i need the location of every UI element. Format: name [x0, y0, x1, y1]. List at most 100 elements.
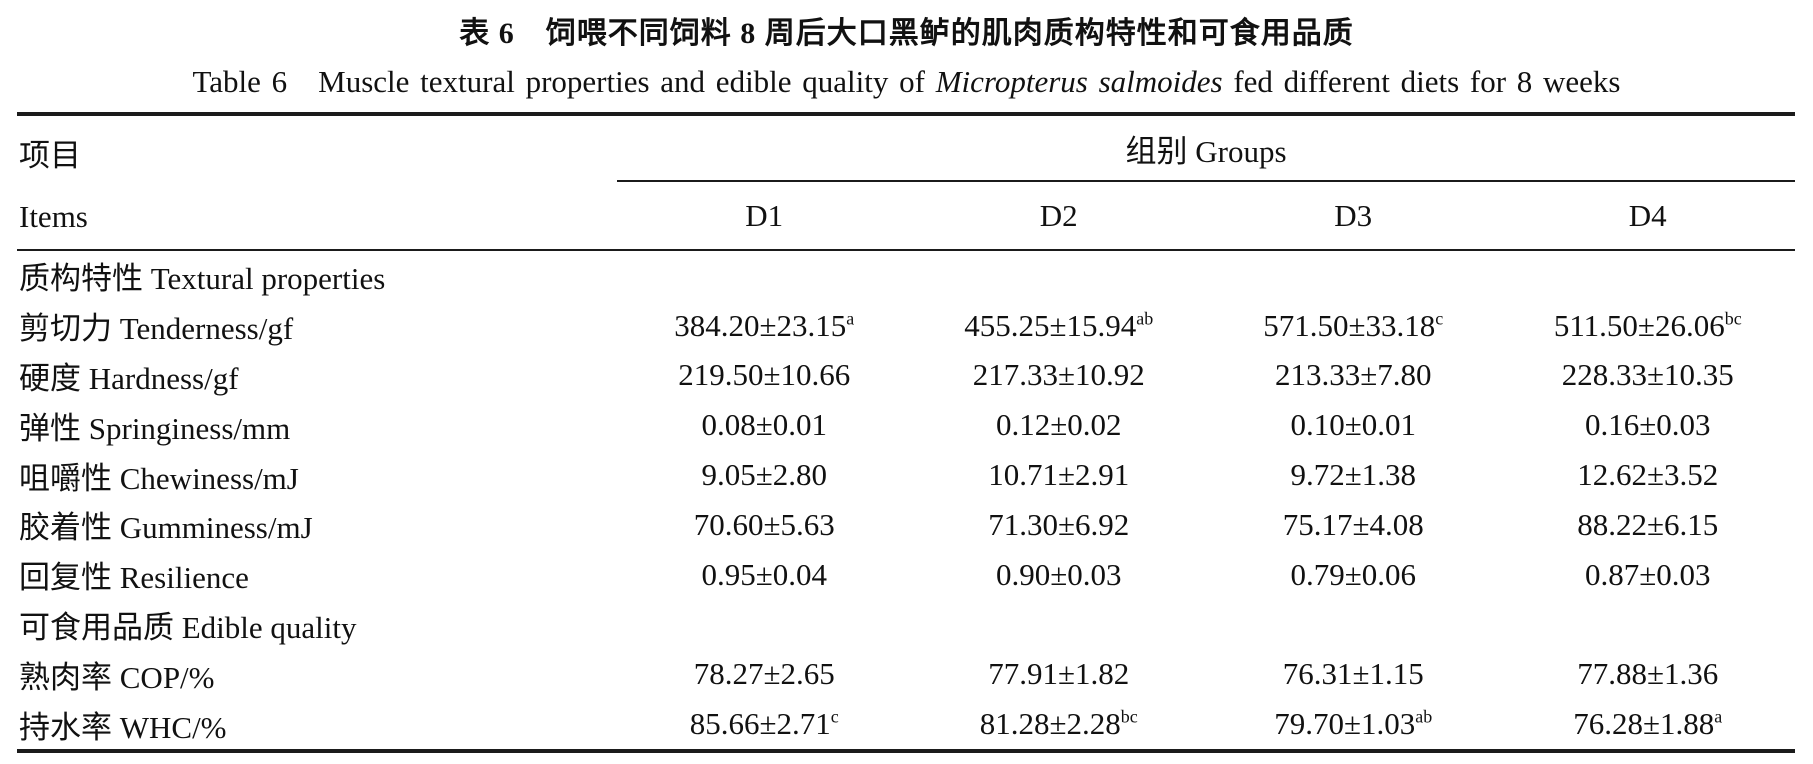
data-table: 项目 Items 组别 Groups D1 D2 D3 D4 质构特性 Text… [17, 112, 1795, 753]
cell-value: 571.50±33.18c [1206, 308, 1501, 344]
cell-value-text: 0.08±0.01 [701, 407, 827, 443]
row-label: 可食用品质 Edible quality [19, 609, 357, 645]
table-row: 回复性 Resilience 0.95±0.04 0.90±0.03 0.79±0.0… [17, 550, 1795, 600]
cell-value: 0.79±0.06 [1206, 557, 1501, 593]
cell-value: 0.16±0.03 [1501, 407, 1796, 443]
cell-value-text: 76.31±1.15 [1282, 656, 1424, 692]
cell-value-text: 228.33±10.35 [1561, 357, 1734, 393]
cell-value: 0.87±0.03 [1501, 557, 1796, 593]
cell-value-text: 0.90±0.03 [995, 556, 1122, 592]
cell-value-text: 12.62±3.52 [1577, 457, 1719, 493]
cell-value: 12.62±3.52 [1501, 457, 1796, 493]
cell-value-text: 0.95±0.04 [701, 556, 827, 592]
section-row: 质构特性 Textural properties [17, 251, 1795, 301]
cell-value: 384.20±23.15a [617, 308, 912, 344]
cell-value: 0.90±0.03 [912, 557, 1207, 593]
significance-superscript: bc [1724, 308, 1742, 329]
cell-value-text: 9.72±1.38 [1290, 457, 1416, 493]
cell-value-text: 384.20±23.15 [674, 307, 847, 343]
cell-value-text: 70.60±5.63 [693, 506, 835, 542]
table-row: 熟肉率 COP/% 78.27±2.65 77.91±1.82 76.31±1.15 7… [17, 649, 1795, 699]
table-body: 质构特性 Textural properties 剪切力 Tenderness/g… [17, 251, 1795, 749]
table-header: 项目 Items 组别 Groups D1 D2 D3 D4 [17, 116, 1795, 251]
cell-value: 75.17±4.08 [1206, 507, 1501, 543]
significance-superscript: a [1714, 706, 1723, 727]
cell-value-text: 217.33±10.92 [972, 357, 1145, 393]
cell-value: 9.72±1.38 [1206, 457, 1501, 493]
row-label: 胶着性 Gumminess/mJ [19, 510, 313, 546]
cell-value: 77.91±1.82 [912, 656, 1207, 692]
cell-value: 0.12±0.02 [912, 407, 1207, 443]
header-groups-area: 组别 Groups D1 D2 D3 D4 [617, 116, 1795, 249]
cell-value: 511.50±26.06bc [1501, 308, 1796, 344]
cell-value-text: 511.50±26.06 [1553, 307, 1725, 343]
cell-value-text: 79.70±1.03 [1274, 706, 1416, 742]
cell-value-text: 219.50±10.66 [678, 357, 851, 393]
table-row: 剪切力 Tenderness/gf 384.20±23.15a 455.25±15.… [17, 301, 1795, 351]
cell-value-text: 10.71±2.91 [988, 457, 1130, 493]
cell-value-text: 77.91±1.82 [988, 656, 1130, 692]
cell-value: 213.33±7.80 [1206, 357, 1501, 393]
row-label: 咀嚼性 Chewiness/mJ [19, 460, 299, 496]
section-row: 可食用品质 Edible quality [17, 600, 1795, 650]
cell-value-text: 455.25±15.94 [964, 307, 1137, 343]
cell-value-text: 213.33±7.80 [1274, 357, 1432, 393]
table-title-en-prefix: Table 6 Muscle textural properties and e… [192, 64, 936, 99]
cell-value: 76.28±1.88a [1501, 706, 1796, 742]
cell-value: 455.25±15.94ab [912, 308, 1207, 344]
significance-superscript: c [830, 706, 839, 727]
table-row: 弹性 Springiness/mm 0.08±0.01 0.12±0.02 0.10±… [17, 400, 1795, 450]
column-header-d2: D2 [1039, 197, 1078, 233]
header-items-zh: 项目 [19, 138, 81, 173]
cell-value-text: 9.05±2.80 [701, 457, 827, 493]
cell-value-text: 88.22±6.15 [1577, 506, 1719, 542]
row-label: 弹性 Springiness/mm [19, 410, 291, 446]
cell-value: 219.50±10.66 [617, 357, 912, 393]
cell-value: 217.33±10.92 [912, 357, 1207, 393]
table-row: 咀嚼性 Chewiness/mJ 9.05±2.80 10.71±2.91 9.72±… [17, 450, 1795, 500]
cell-value-text: 76.28±1.88 [1573, 706, 1715, 742]
row-label: 熟肉率 COP/% [19, 659, 215, 695]
row-label: 硬度 Hardness/gf [19, 360, 239, 396]
significance-superscript: bc [1120, 706, 1138, 727]
header-group-columns: D1 D2 D3 D4 [617, 182, 1795, 249]
header-groups-label: 组别 Groups [617, 116, 1795, 182]
cell-value-text: 78.27±2.65 [693, 656, 835, 692]
header-items-cell: 项目 Items [17, 116, 617, 249]
header-items-en: Items [19, 199, 88, 234]
column-header-d3: D3 [1334, 197, 1373, 233]
cell-value: 78.27±2.65 [617, 656, 912, 692]
row-label: 回复性 Resilience [19, 560, 249, 596]
table-row: 持水率 WHC/% 85.66±2.71c 81.28±2.28bc 79.70±1.… [17, 699, 1795, 749]
row-label: 剪切力 Tenderness/gf [19, 311, 294, 347]
cell-value: 70.60±5.63 [617, 507, 912, 543]
cell-value: 79.70±1.03ab [1206, 706, 1501, 742]
column-header-d1: D1 [745, 197, 784, 233]
cell-value-text: 0.10±0.01 [1290, 407, 1416, 443]
cell-value: 71.30±6.92 [912, 507, 1207, 543]
column-header-d4: D4 [1628, 197, 1667, 233]
cell-value-text: 85.66±2.71 [689, 706, 831, 742]
row-label: 持水率 WHC/% [19, 709, 227, 745]
cell-value-text: 0.87±0.03 [1584, 556, 1711, 592]
table-title-en-suffix: fed different diets for 8 weeks [1222, 64, 1621, 99]
cell-value: 9.05±2.80 [617, 457, 912, 493]
cell-value-text: 77.88±1.36 [1577, 656, 1719, 692]
table-title-en: Table 6 Muscle textural properties and e… [0, 56, 1813, 101]
significance-superscript: c [1435, 308, 1444, 329]
cell-value-text: 0.16±0.03 [1584, 407, 1711, 443]
cell-value-text: 75.17±4.08 [1282, 506, 1424, 542]
cell-value: 76.31±1.15 [1206, 656, 1501, 692]
cell-value: 85.66±2.71c [617, 706, 912, 742]
row-label: 质构特性 Textural properties [19, 261, 386, 297]
cell-value: 0.95±0.04 [617, 557, 912, 593]
cell-value-text: 0.12±0.02 [995, 407, 1122, 443]
significance-superscript: ab [1136, 308, 1154, 329]
cell-value-text: 0.79±0.06 [1290, 556, 1416, 592]
species-name-italic: Micropterus salmoides [935, 64, 1223, 99]
cell-value: 10.71±2.91 [912, 457, 1207, 493]
table-row: 胶着性 Gumminess/mJ 70.60±5.63 71.30±6.92 75.1… [17, 500, 1795, 550]
cell-value-text: 81.28±2.28 [979, 706, 1121, 742]
cell-value: 0.10±0.01 [1206, 407, 1501, 443]
